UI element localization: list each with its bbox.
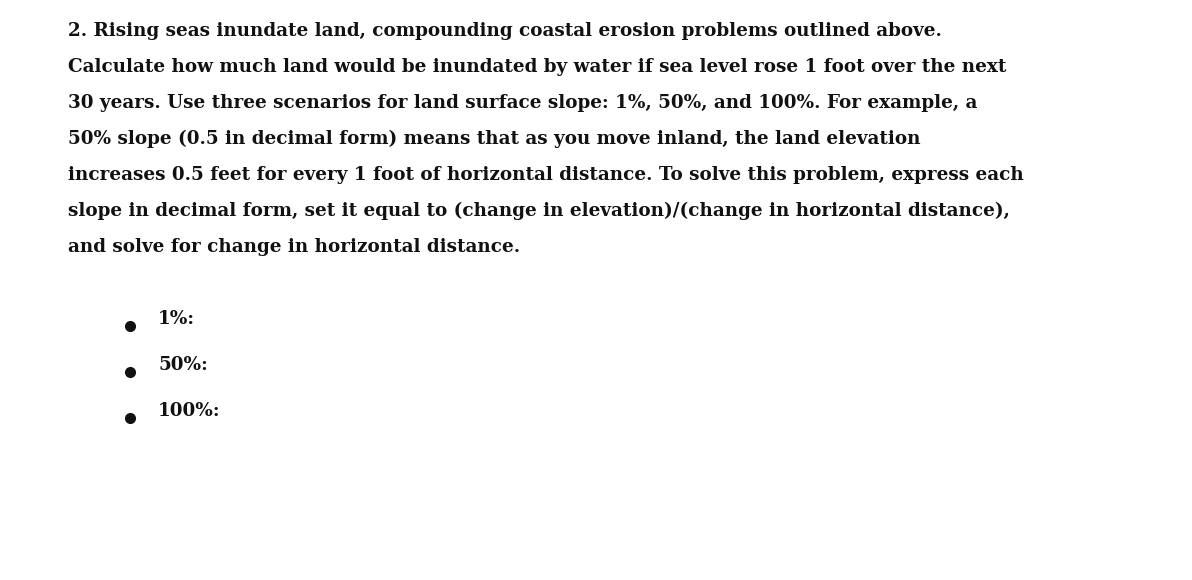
Text: 100%:: 100%: xyxy=(159,402,221,420)
Text: 50% slope (0.5 in decimal form) means that as you move inland, the land elevatio: 50% slope (0.5 in decimal form) means th… xyxy=(68,130,920,148)
Text: 50%:: 50%: xyxy=(159,356,207,374)
Text: increases 0.5 feet for every 1 foot of horizontal distance. To solve this proble: increases 0.5 feet for every 1 foot of h… xyxy=(68,166,1024,184)
Text: 1%:: 1%: xyxy=(159,310,195,328)
Text: slope in decimal form, set it equal to (change in elevation)/(change in horizont: slope in decimal form, set it equal to (… xyxy=(68,202,1010,220)
Text: 2. Rising seas inundate land, compounding coastal erosion problems outlined abov: 2. Rising seas inundate land, compoundin… xyxy=(68,22,942,40)
Text: and solve for change in horizontal distance.: and solve for change in horizontal dista… xyxy=(68,238,520,256)
Text: 30 years. Use three scenarios for land surface slope: 1%, 50%, and 100%. For exa: 30 years. Use three scenarios for land s… xyxy=(68,94,977,112)
Text: Calculate how much land would be inundated by water if sea level rose 1 foot ove: Calculate how much land would be inundat… xyxy=(68,58,1006,76)
